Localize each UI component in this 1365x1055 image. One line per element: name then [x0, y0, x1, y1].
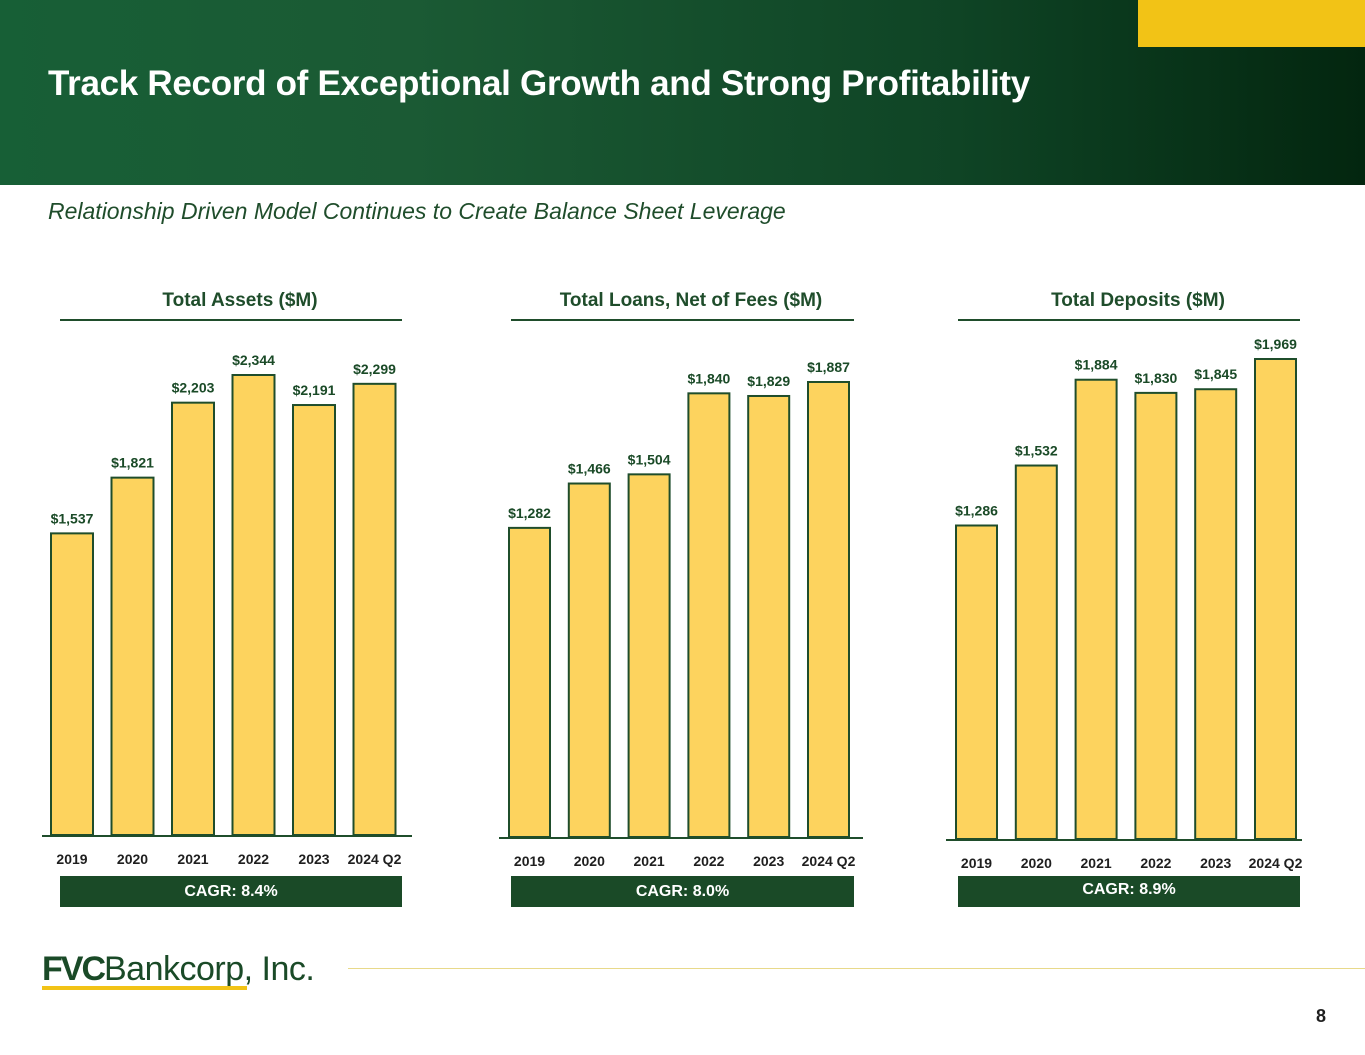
x-tick-label: 2022 [1140, 855, 1171, 871]
bar-2023 [1194, 388, 1238, 840]
x-tick-label: 2021 [634, 853, 665, 869]
chart-total-loans: Total Loans, Net of Fees ($M) $1,282 2019… [491, 280, 891, 920]
data-label: $1,466 [568, 461, 611, 477]
x-tick-label: 2022 [693, 853, 724, 869]
accent-box [1138, 0, 1365, 47]
bar-2021 [171, 401, 215, 836]
cagr-badge: CAGR: 8.0% [511, 876, 854, 907]
chart-total-deposits: Total Deposits ($M) $1,286 2019 $1,532 2020… [938, 280, 1338, 920]
data-label: $1,537 [51, 510, 94, 526]
x-tick-label: 2021 [1081, 855, 1112, 871]
chart-title: Total Loans, Net of Fees ($M) [559, 290, 823, 311]
bar-chart-svg: $1,286 2019 $1,532 2020 $1,884 2021 $1,830 2022… [946, 336, 1303, 871]
bar-2024-q2 [1254, 358, 1297, 840]
x-tick-label: 2023 [753, 853, 784, 869]
x-tick-label: 2022 [238, 851, 269, 867]
chart-title: Total Deposits ($M) [1051, 290, 1225, 311]
data-label: $1,286 [955, 503, 998, 519]
page-subtitle: Relationship Driven Model Continues to C… [48, 198, 786, 224]
x-tick-label: 2020 [574, 853, 605, 869]
bar-2020 [567, 482, 611, 839]
chart-total-assets: Total Assets ($M) $1,537 2019 $1,821 2020 $2… [40, 280, 440, 920]
company-logo: FVCBankcorp, Inc. [42, 950, 315, 990]
data-label: $1,821 [111, 455, 154, 471]
bar-2021 [627, 473, 671, 839]
data-label: $1,830 [1134, 370, 1177, 386]
data-label: $1,532 [1015, 443, 1058, 459]
bar-2024-q2 [352, 382, 397, 836]
x-tick-label: 2019 [961, 855, 992, 871]
bar-2024-q2 [807, 381, 850, 838]
x-tick-label: 2024 Q2 [348, 851, 402, 867]
logo-fvc-text: FVC [42, 950, 106, 988]
x-tick-label: 2023 [298, 851, 329, 867]
data-label: $1,282 [508, 505, 551, 521]
data-label: $1,840 [687, 370, 730, 386]
x-tick-label: 2021 [177, 851, 208, 867]
footer-rule [348, 968, 1365, 969]
bar-2022 [687, 392, 731, 839]
bar-2019 [508, 526, 551, 838]
page-title: Track Record of Exceptional Growth and S… [48, 64, 1030, 103]
data-label: $1,887 [807, 359, 850, 375]
bar-chart-svg: $1,282 2019 $1,466 2020 $1,504 2021 $1,840 2022… [499, 359, 863, 869]
bar-2019 [955, 524, 998, 840]
page-number: 8 [1316, 1006, 1327, 1026]
data-label: $1,829 [747, 373, 790, 389]
bar-2020 [110, 476, 155, 837]
logo-underline [42, 986, 247, 990]
data-label: $1,504 [628, 451, 671, 467]
data-label: $2,191 [293, 382, 336, 398]
bar-chart-svg: $1,537 2019 $1,821 2020 $2,203 2021 $2,344 2022… [42, 352, 412, 867]
header-banner [0, 0, 1365, 185]
cagr-badge: CAGR: 8.4% [60, 876, 402, 907]
bar-2022 [1134, 391, 1178, 840]
data-label: $2,344 [232, 352, 275, 368]
x-tick-label: 2019 [514, 853, 545, 869]
bar-2023 [747, 394, 791, 838]
x-tick-label: 2020 [1021, 855, 1052, 871]
bar-2020 [1014, 464, 1058, 841]
x-tick-label: 2019 [56, 851, 87, 867]
data-label: $2,203 [172, 380, 215, 396]
bar-2023 [292, 404, 336, 836]
data-label: $2,299 [353, 361, 396, 377]
bar-2021 [1074, 378, 1118, 840]
x-tick-label: 2024 Q2 [802, 853, 856, 869]
chart-title-rule [511, 319, 854, 321]
cagr-badge: CAGR: 8.9% [958, 876, 1300, 907]
chart-title: Total Assets ($M) [162, 290, 318, 311]
x-tick-label: 2023 [1200, 855, 1231, 871]
bar-2022 [231, 374, 276, 836]
bar-2019 [50, 532, 94, 836]
data-label: $1,845 [1194, 366, 1237, 382]
data-label: $1,884 [1075, 357, 1118, 373]
x-tick-label: 2020 [117, 851, 148, 867]
chart-title-rule [60, 319, 402, 321]
data-label: $1,969 [1254, 336, 1297, 352]
logo-bankcorp-text: Bankcorp, Inc. [104, 950, 315, 988]
x-tick-label: 2024 Q2 [1249, 855, 1303, 871]
chart-title-rule [958, 319, 1300, 321]
